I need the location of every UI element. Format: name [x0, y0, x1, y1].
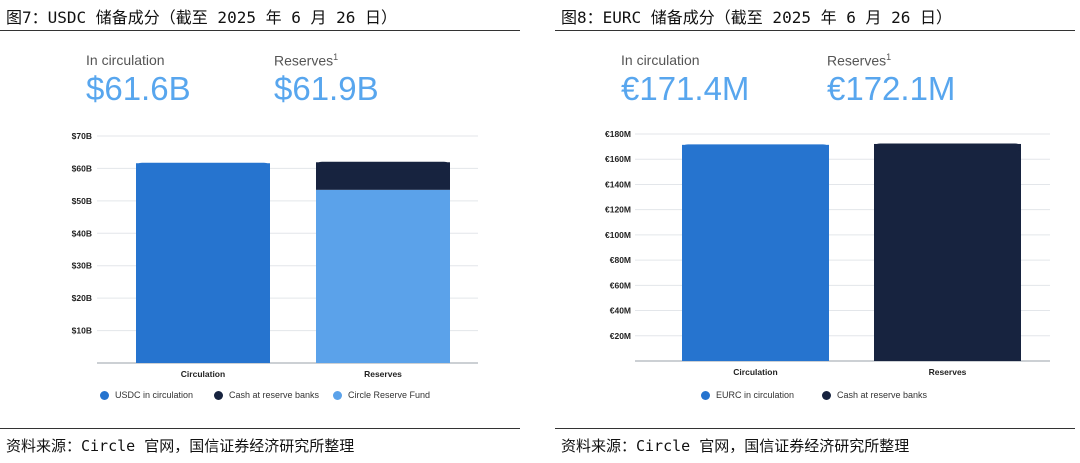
legend-swatch — [701, 390, 710, 400]
y-tick-label: $40B — [72, 228, 92, 238]
legend-item: Circle Reserve Fund — [333, 390, 430, 400]
legend-item: Cash at reserve banks — [214, 390, 319, 400]
stat-label-text: Reserves — [274, 52, 334, 69]
y-tick-label: €80M — [610, 255, 631, 265]
bar-usdc-in-circulation — [136, 163, 270, 363]
bar-cash-at-reserve-banks — [874, 143, 1021, 361]
y-tick-label: €100M — [605, 230, 631, 240]
eurc-reserve-chart: €20M €40M €60M €80M €100M €120M €140M €160M €180… — [605, 129, 1050, 377]
y-tick-label: $60B — [72, 163, 92, 173]
y-tick-label: $30B — [72, 261, 92, 271]
y-tick-label: €160M — [605, 154, 631, 164]
title-rule — [555, 30, 1075, 31]
bar-cap — [136, 162, 270, 171]
y-tick-label: $20B — [72, 293, 92, 303]
legend-label: USDC in circulation — [115, 390, 194, 400]
stat-label-text: In circulation — [621, 52, 700, 68]
figure-7-panel: 图7：USDC 储备成分（截至 2025 年 6 月 26 日） In circ… — [0, 0, 520, 463]
legend-label: Circle Reserve Fund — [348, 390, 431, 400]
y-tick-label: €180M — [605, 129, 631, 139]
stat-label-reserves: Reserves1 — [827, 52, 891, 69]
y-tick-label: $10B — [72, 326, 92, 336]
y-tick-label: $50B — [72, 196, 92, 206]
legend-item: EURC in circulation — [701, 390, 794, 400]
source-note: 资料来源：Circle 官网，国信证券经济研究所整理 — [561, 437, 910, 455]
x-category-label: Circulation — [733, 367, 777, 377]
stat-label-circulation: In circulation — [621, 52, 700, 68]
legend-item: Cash at reserve banks — [822, 390, 927, 400]
bar-cap — [316, 161, 450, 170]
bar-cap — [682, 144, 829, 153]
stat-value-circulation: €171.4M — [621, 70, 750, 107]
footnote-marker: 1 — [886, 52, 892, 62]
y-tick-label: €60M — [610, 280, 631, 290]
y-tick-label: €20M — [610, 331, 631, 341]
y-tick-label: $70B — [72, 131, 92, 141]
legend-item: USDC in circulation — [100, 390, 193, 400]
legend-swatch — [100, 390, 109, 400]
stat-value-reserves: €172.1M — [827, 70, 956, 107]
bar-cap — [874, 143, 1021, 152]
y-tick-label: €140M — [605, 179, 631, 189]
figure-title: 图7：USDC 储备成分（截至 2025 年 6 月 26 日） — [6, 8, 398, 27]
footnote-marker: 1 — [333, 52, 339, 62]
figure-8-panel: 图8：EURC 储备成分（截至 2025 年 6 月 26 日） In circ… — [555, 0, 1075, 463]
source-rule — [0, 428, 520, 429]
stat-value-circulation: $61.6B — [86, 70, 191, 107]
title-rule — [0, 30, 520, 31]
stat-label-text: Reserves — [827, 52, 887, 69]
usdc-reserve-chart: $10B $20B $30B $40B $50B $60B $70B Circulation R… — [72, 131, 478, 379]
x-category-label: Reserves — [929, 367, 967, 377]
bar-eurc-in-circulation — [682, 144, 829, 361]
legend-label: EURC in circulation — [716, 390, 795, 400]
stat-value-reserves: $61.9B — [274, 70, 379, 107]
stat-label-reserves: Reserves1 — [274, 52, 338, 69]
legend-label: Cash at reserve banks — [229, 390, 320, 400]
stat-label-circulation: In circulation — [86, 52, 165, 68]
bar-circle-reserve-fund — [316, 189, 450, 363]
legend-swatch — [214, 390, 223, 400]
x-category-label: Circulation — [181, 369, 225, 379]
legend-swatch — [333, 390, 342, 400]
y-tick-label: €120M — [605, 205, 631, 215]
legend-swatch — [822, 390, 831, 400]
x-category-label: Reserves — [364, 369, 402, 379]
figure-title: 图8：EURC 储备成分（截至 2025 年 6 月 26 日） — [561, 8, 953, 27]
stat-label-text: In circulation — [86, 52, 165, 68]
source-note: 资料来源：Circle 官网，国信证券经济研究所整理 — [6, 437, 355, 455]
legend-label: Cash at reserve banks — [837, 390, 928, 400]
y-tick-label: €40M — [610, 306, 631, 316]
source-rule — [555, 428, 1075, 429]
